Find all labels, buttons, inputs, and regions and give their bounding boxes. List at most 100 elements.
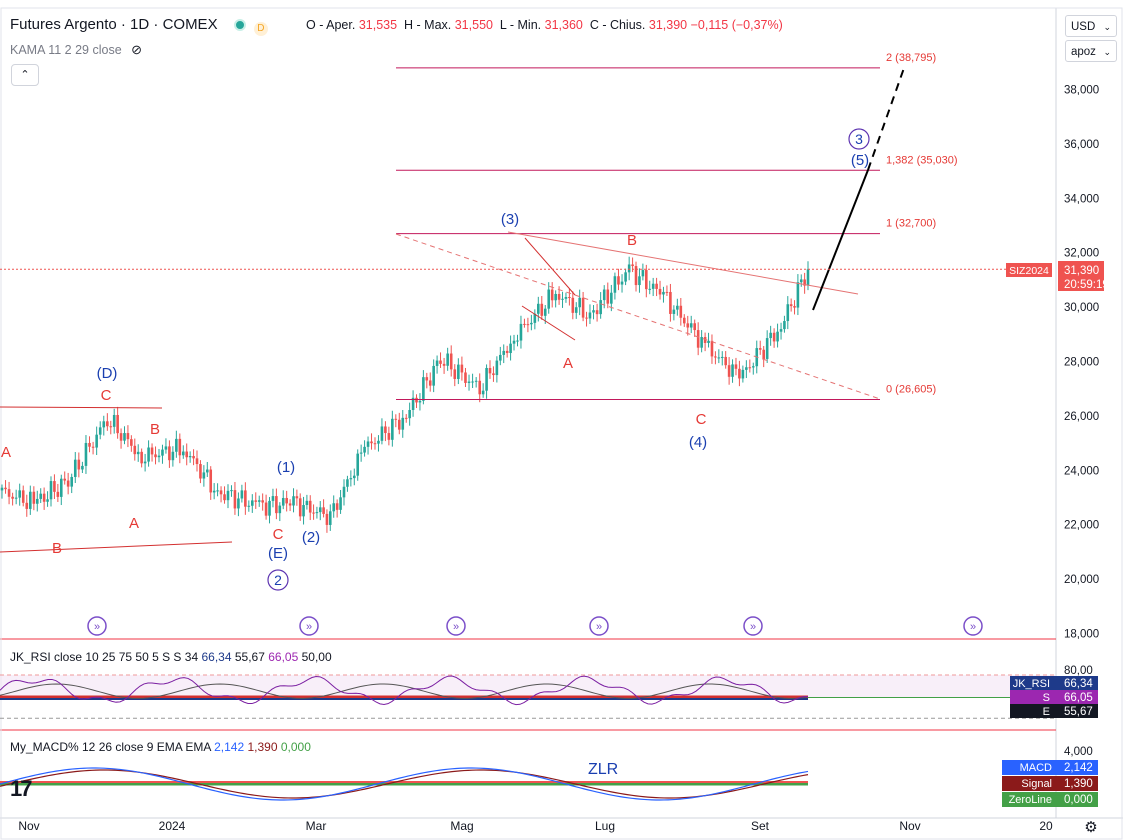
candle-body	[77, 459, 81, 470]
settings-gear-icon[interactable]: ⚙	[1084, 819, 1098, 836]
macd-line	[0, 767, 809, 801]
candle-body	[478, 380, 482, 395]
rsi-ema-line	[0, 683, 809, 699]
candle-body	[257, 500, 261, 502]
candle-body	[143, 461, 147, 464]
candle-body	[658, 288, 662, 295]
event-marker-icon	[299, 616, 319, 636]
candle-body	[359, 452, 363, 454]
candle-body	[112, 414, 116, 427]
candle-body	[25, 502, 29, 509]
candle-body	[63, 478, 67, 481]
wave-circle	[267, 569, 289, 591]
delayed-data-badge[interactable]: D	[253, 22, 268, 36]
candle-body	[574, 307, 578, 313]
candle-body	[734, 364, 738, 369]
candle-body	[738, 368, 741, 379]
candle-body	[35, 498, 39, 504]
macd-value: 2,142	[214, 740, 245, 754]
candle-body	[49, 481, 53, 500]
currency-select[interactable]: USD ⌄	[1065, 15, 1117, 37]
candle-body	[278, 505, 282, 514]
candle-body	[171, 451, 175, 461]
candle-body	[29, 491, 32, 509]
price-tick-label: 22,000	[1064, 520, 1099, 532]
rsi-tag-label: S	[1043, 692, 1050, 704]
candle-body	[95, 434, 98, 448]
symbol-tag-text: SIZ2024	[1009, 265, 1049, 277]
candle-body	[651, 283, 655, 289]
candle-body	[769, 332, 772, 339]
macd-tag-value: 1,390	[1064, 778, 1093, 790]
candle-body	[772, 332, 776, 342]
eye-hidden-icon[interactable]: ⊘	[131, 42, 143, 57]
candle-body	[672, 309, 676, 314]
macd-axis-label: 4,000	[1064, 746, 1093, 758]
candle-body	[568, 297, 571, 299]
candle-body	[648, 288, 652, 290]
candle-body	[322, 507, 325, 514]
wave-label-blue: (3)	[501, 211, 519, 228]
fib-level-label: 0 (26,605)	[886, 383, 936, 395]
candle-body	[150, 447, 154, 455]
scale-select[interactable]: apoz ⌄	[1065, 40, 1117, 62]
candle-body	[387, 433, 391, 440]
tradingview-logo[interactable]: 17	[10, 776, 33, 801]
macd-legend[interactable]: My_MACD% 12 26 close 9 EMA EMA 2,142 1,3…	[10, 740, 311, 754]
candle-body	[264, 502, 268, 516]
candle-body	[481, 390, 485, 395]
symbol-title[interactable]: Futures Argento · 1D · COMEX D	[10, 16, 268, 36]
triangle-upper-line	[507, 231, 859, 295]
candle-body	[599, 300, 602, 315]
candle-body	[370, 441, 373, 444]
price-tick-label: 28,000	[1064, 357, 1099, 369]
candle-body	[240, 490, 244, 499]
rsi-line	[0, 675, 809, 706]
price-tag-bg	[1058, 261, 1104, 291]
wave-label-circle: 3	[855, 131, 863, 147]
fib-level-label: 2 (38,795)	[886, 52, 936, 64]
candle-body	[335, 503, 339, 510]
candle-body	[126, 433, 130, 440]
candle-body	[377, 440, 380, 444]
candle-body	[254, 500, 258, 502]
kama-indicator-legend[interactable]: KAMA 11 2 29 close ⊘	[10, 42, 143, 57]
candle-body	[154, 454, 157, 458]
candle-body	[693, 323, 696, 331]
candle-body	[363, 446, 366, 453]
candle-body	[453, 369, 457, 379]
rsi-legend[interactable]: JK_RSI close 10 25 75 50 5 S S 34 66,34 …	[10, 650, 332, 664]
candle-body	[495, 360, 499, 376]
candle-body	[689, 323, 693, 328]
candle-body	[91, 446, 95, 448]
candle-body	[147, 447, 150, 462]
candle-body	[123, 433, 126, 441]
candle-body	[602, 289, 606, 301]
candle-body	[21, 490, 25, 503]
price-tag-countdown: 20:59:19	[1064, 279, 1109, 291]
candle-body	[581, 297, 585, 318]
candle-body	[199, 464, 202, 479]
candle-body	[727, 365, 731, 377]
candle-body	[796, 282, 800, 308]
candle-body	[397, 419, 401, 430]
candle-body	[634, 266, 638, 286]
candle-body	[686, 323, 690, 328]
collapse-legend-button[interactable]: ⌃	[11, 64, 39, 86]
candle-body	[696, 330, 700, 348]
fib-level-label: 1 (32,700)	[886, 218, 936, 230]
candle-body	[32, 491, 36, 504]
candle-body	[292, 496, 295, 506]
change-value: −0,115 (−0,37%)	[690, 18, 783, 32]
candle-body	[202, 472, 206, 479]
candle-body	[11, 496, 14, 499]
candle-body	[81, 465, 84, 470]
price-tick-label: 24,000	[1064, 465, 1099, 477]
candle-body	[116, 414, 119, 434]
wave-label-blue: (2)	[302, 529, 320, 546]
candle-body	[745, 367, 748, 370]
candle-body	[610, 292, 613, 304]
candle-body	[157, 455, 161, 458]
candle-body	[617, 276, 620, 285]
